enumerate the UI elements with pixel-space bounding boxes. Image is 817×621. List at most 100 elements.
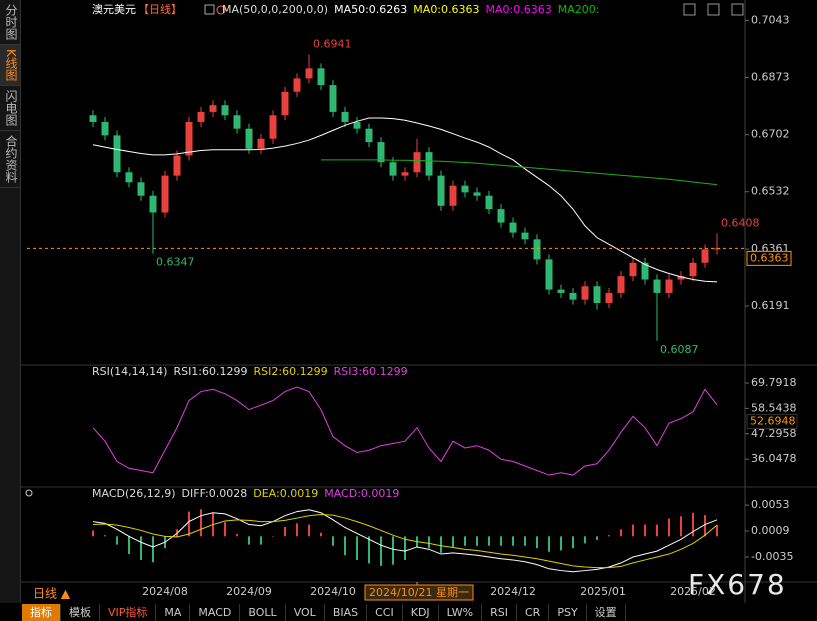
toolbar-item[interactable]: KDJ — [403, 604, 439, 621]
y-tick-label: 69.7918 — [751, 376, 797, 389]
candle-body — [210, 105, 217, 112]
candle-body — [498, 209, 505, 222]
low-label: 0.6087 — [660, 343, 699, 356]
legend-item: RSI3:60.1299 — [334, 365, 408, 378]
x-tick-label: 2024/10 — [310, 585, 356, 598]
legend-item: MA0:0.6363 — [413, 3, 479, 16]
macd-bar — [512, 536, 514, 545]
toolbar-item[interactable]: 模板 — [61, 604, 100, 621]
candle-body — [138, 182, 145, 195]
toolbar-item[interactable]: VIP指标 — [100, 604, 156, 621]
toolbar: 指标模板VIP指标MAMACDBOLLVOLBIASCCIKDJLW%RSICR… — [22, 604, 626, 621]
macd-bar — [332, 536, 334, 545]
x-tick-label: 2024/09 — [226, 585, 272, 598]
y-tick-label: 0.7043 — [751, 13, 790, 26]
candle-body — [378, 142, 385, 162]
toolbar-item[interactable]: BOLL — [240, 604, 285, 621]
toolbar-item[interactable]: VOL — [286, 604, 325, 621]
macd-bar — [116, 536, 118, 544]
candle-body — [630, 263, 637, 276]
settings-icon[interactable] — [205, 5, 214, 14]
macd-bar — [260, 536, 262, 544]
candle-body — [330, 85, 337, 112]
macd-bar — [716, 525, 718, 536]
indicator-icon[interactable] — [26, 490, 32, 496]
toolbar-item[interactable]: PSY — [549, 604, 586, 621]
window-icon[interactable] — [732, 4, 743, 15]
macd-bar — [524, 536, 526, 545]
last-price-label: 0.6363 — [750, 251, 789, 264]
window-icon[interactable] — [708, 4, 719, 15]
sidebar-tab[interactable]: 分时图 — [0, 0, 20, 45]
sidebar: 分时图K线图闪电图合约资料 — [0, 0, 21, 603]
macd-bar — [272, 536, 274, 537]
sidebar-tab[interactable]: 合约资料 — [0, 131, 20, 188]
candle-body — [390, 162, 397, 175]
chart-area: 日线 ▲ FX678 0.70430.68730.67020.65320.636… — [0, 0, 817, 603]
macd-bar — [368, 536, 370, 563]
high-label: 0.6408 — [721, 216, 760, 229]
macd-bar — [452, 536, 454, 547]
candle-body — [270, 115, 277, 138]
candle-body — [534, 239, 541, 259]
candle-body — [426, 152, 433, 175]
candle-body — [162, 176, 169, 213]
cursor-value: 52.6948 — [750, 415, 796, 428]
sidebar-tab[interactable]: 闪电图 — [0, 86, 20, 131]
macd-bar — [320, 533, 322, 537]
y-tick-label: 58.5438 — [751, 401, 797, 414]
macd-bar — [380, 536, 382, 565]
macd-bar — [692, 513, 694, 537]
candle-body — [414, 152, 421, 172]
candle-body — [450, 186, 457, 206]
candle-body — [558, 290, 565, 293]
legend-item: RSI(14,14,14) — [92, 365, 167, 378]
period-label[interactable]: 日线 ▲ — [33, 587, 71, 601]
toolbar-item[interactable]: 指标 — [22, 604, 61, 621]
y-tick-label: 0.0053 — [751, 498, 790, 511]
candle-body — [690, 263, 697, 276]
candle-body — [522, 233, 529, 240]
macd-bar — [656, 525, 658, 537]
candle-body — [126, 172, 133, 182]
toolbar-item[interactable]: LW% — [439, 604, 482, 621]
candle-body — [486, 196, 493, 209]
legend-item: DIFF:0.0028 — [182, 487, 248, 500]
candle-body — [102, 122, 109, 135]
macd-bar — [476, 536, 478, 545]
legend-item: MA50:0.6263 — [334, 3, 407, 16]
legend-item: MA0:0.6363 — [486, 3, 552, 16]
high-label: 0.6941 — [313, 38, 352, 51]
candle-body — [366, 129, 373, 142]
macd-bar — [440, 536, 442, 553]
sidebar-tab[interactable]: K线图 — [0, 45, 20, 86]
macd-bar — [548, 536, 550, 551]
indicator-line — [321, 160, 717, 185]
y-tick-label: 0.6532 — [751, 185, 790, 198]
y-tick-label: 0.6191 — [751, 299, 790, 312]
macd-bar — [620, 529, 622, 536]
toolbar-item[interactable]: MA — [156, 604, 190, 621]
y-tick-label: 0.0009 — [751, 524, 790, 537]
toolbar-item[interactable]: CR — [517, 604, 549, 621]
macd-bar — [632, 525, 634, 537]
candle-body — [114, 135, 121, 172]
macd-bar — [596, 536, 598, 540]
window-icon[interactable] — [684, 4, 695, 15]
candle-body — [462, 186, 469, 193]
candle-body — [402, 172, 409, 175]
cursor-date: 2024/10/21 星期一 — [369, 586, 469, 599]
candle-body — [582, 286, 589, 299]
candle-body — [654, 280, 661, 293]
toolbar-item[interactable]: MACD — [190, 604, 240, 621]
legend-item: MA200: — [558, 3, 600, 16]
toolbar-item[interactable]: BIAS — [325, 604, 367, 621]
candle-body — [618, 276, 625, 293]
legend-item: MACD(26,12,9) — [92, 487, 176, 500]
toolbar-item[interactable]: CCI — [367, 604, 403, 621]
toolbar-item[interactable]: 设置 — [587, 604, 626, 621]
macd-bar — [464, 536, 466, 545]
toolbar-item[interactable]: RSI — [482, 604, 517, 621]
candle-body — [246, 129, 253, 149]
